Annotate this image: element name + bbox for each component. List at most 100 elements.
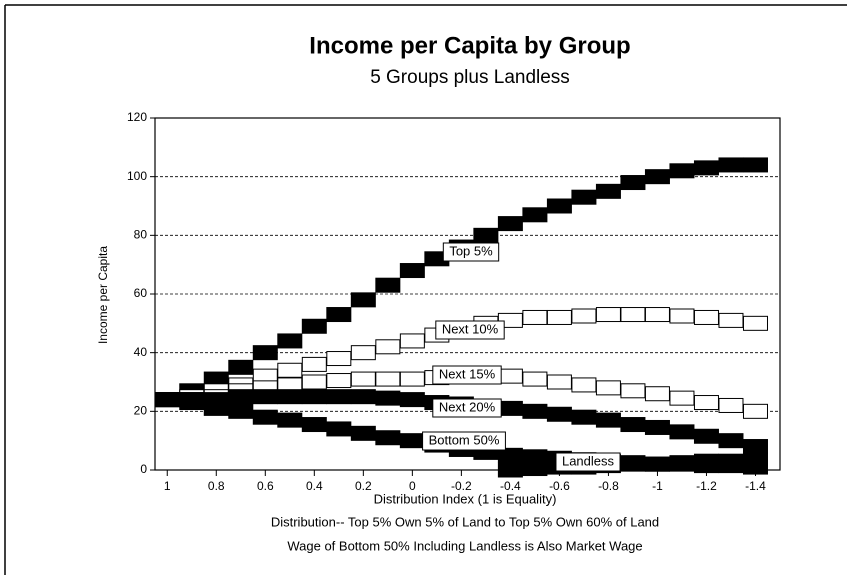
marker: [350, 345, 376, 361]
marker: [301, 374, 327, 390]
y-tick-label: 20: [134, 404, 148, 418]
marker: [718, 157, 744, 173]
marker: [693, 395, 719, 411]
marker: [375, 430, 401, 446]
series-label-box: [435, 320, 505, 340]
marker: [497, 216, 523, 232]
series-label-box: [432, 398, 502, 418]
x-tick-label: 0: [409, 479, 416, 493]
marker: [571, 189, 597, 205]
marker: [644, 386, 670, 402]
marker: [252, 345, 278, 361]
marker: [571, 377, 597, 393]
marker: [644, 456, 670, 472]
marker: [595, 380, 621, 396]
marker: [228, 359, 254, 375]
marker: [693, 309, 719, 325]
marker: [571, 308, 597, 324]
marker: [375, 390, 401, 406]
x-axis-label: Distribution Index (1 is Equality): [374, 491, 557, 506]
marker: [350, 292, 376, 308]
marker: [718, 312, 744, 328]
marker: [252, 409, 278, 425]
marker: [522, 461, 548, 477]
series-label-box: [555, 452, 621, 472]
x-tick-label: 1: [164, 479, 171, 493]
marker: [277, 389, 303, 405]
marker: [742, 439, 768, 455]
marker: [277, 362, 303, 378]
marker: [644, 419, 670, 435]
marker: [399, 263, 425, 279]
x-tick-label: -1.2: [696, 479, 717, 493]
marker: [301, 318, 327, 334]
marker: [546, 309, 572, 325]
marker: [620, 383, 646, 399]
marker: [718, 397, 744, 413]
marker: [350, 389, 376, 405]
marker: [620, 417, 646, 433]
series-label-box: [442, 242, 500, 262]
x-tick-label: 0.4: [306, 479, 323, 493]
marker: [497, 368, 523, 384]
marker: [644, 169, 670, 185]
marker: [301, 389, 327, 405]
marker: [742, 452, 768, 468]
x-tick-label: -0.2: [451, 479, 472, 493]
marker: [301, 417, 327, 433]
x-tick-label: 0.8: [208, 479, 225, 493]
marker: [375, 339, 401, 355]
marker: [228, 403, 254, 419]
marker: [326, 351, 352, 367]
y-tick-label: 60: [134, 286, 148, 300]
marker: [399, 333, 425, 349]
x-tick-label: -1: [652, 479, 663, 493]
marker: [350, 425, 376, 441]
series-label: Landless: [562, 453, 615, 468]
marker: [693, 160, 719, 176]
marker: [399, 433, 425, 449]
series-label-box: [422, 431, 506, 451]
y-axis-label: Income per Capita: [96, 246, 110, 344]
chart-title: Income per Capita by Group: [309, 32, 630, 59]
marker: [693, 453, 719, 469]
series-label: Top 5%: [449, 243, 493, 258]
y-tick-label: 120: [127, 110, 147, 124]
marker: [375, 277, 401, 293]
marker: [718, 433, 744, 449]
marker: [522, 403, 548, 419]
x-tick-label: -0.8: [598, 479, 619, 493]
marker: [669, 163, 695, 179]
marker: [742, 157, 768, 173]
marker: [350, 371, 376, 387]
y-tick-label: 40: [134, 345, 148, 359]
marker: [399, 392, 425, 408]
marker: [203, 400, 229, 416]
y-tick-label: 100: [127, 169, 147, 183]
x-tick-label: -1.4: [745, 479, 766, 493]
marker: [179, 395, 205, 411]
x-tick-label: -0.4: [500, 479, 521, 493]
marker: [326, 421, 352, 437]
marker: [399, 371, 425, 387]
series-label-box: [432, 365, 502, 385]
marker: [277, 412, 303, 428]
y-tick-label: 80: [134, 228, 148, 242]
series-label: Next 10%: [442, 321, 499, 336]
marker: [546, 198, 572, 214]
chart-subtitle: 5 Groups plus Landless: [370, 67, 570, 88]
marker: [301, 356, 327, 372]
series-label: Next 20%: [439, 399, 496, 414]
marker: [154, 392, 180, 408]
marker: [693, 428, 719, 444]
marker: [252, 389, 278, 405]
marker: [522, 309, 548, 325]
marker: [669, 390, 695, 406]
note: Wage of Bottom 50% Including Landless is…: [287, 538, 642, 553]
marker: [497, 462, 523, 478]
marker: [546, 406, 572, 422]
marker: [595, 412, 621, 428]
x-tick-label: 0.2: [355, 479, 372, 493]
marker: [742, 403, 768, 419]
